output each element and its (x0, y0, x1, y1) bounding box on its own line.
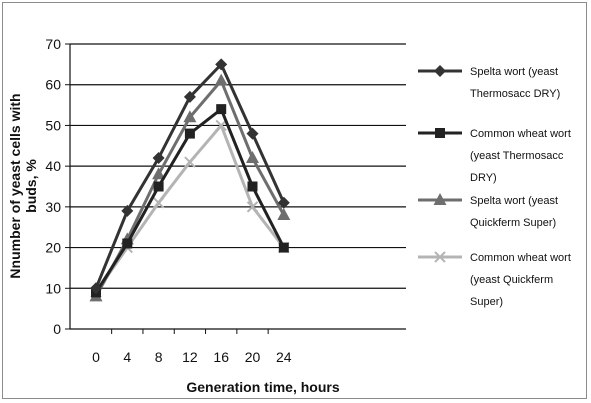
series-1-point-2 (152, 152, 165, 164)
chart-frame (2, 2, 587, 399)
y-tick-label-40: 40 (45, 158, 61, 174)
series-2-point-4 (216, 104, 227, 115)
y-tick-label-50: 50 (45, 117, 61, 133)
legend-label-4-line-3: Super) (470, 296, 503, 308)
legend-swatch-marker-1 (434, 65, 446, 77)
y-axis-title-line-1: Nnumber of yeast cells with (7, 93, 23, 278)
legend-label-4-line-1: Common wheat wort (470, 252, 571, 264)
y-axis-title-line-2: buds, % (23, 159, 39, 213)
series-1-point-0 (90, 282, 102, 295)
x-tick-label-8: 8 (155, 349, 163, 365)
series-4-point-2-stroke-b (152, 197, 165, 209)
legend-label-4-line-2: (yeast Quickferm (470, 274, 553, 286)
legend-entry-4: Common wheat wort (yeast Quickferm Super) (418, 251, 571, 308)
series-2-point-6 (278, 242, 289, 253)
series-4-point-4-stroke-b (215, 119, 227, 132)
y-tick-labels: 0 10 20 30 40 50 60 70 (45, 36, 61, 337)
series-3-point-4 (214, 73, 228, 86)
y-tick-label-10: 10 (45, 280, 61, 296)
y-tick-label-20: 20 (45, 240, 61, 256)
series-4-point-3-stroke-b (184, 156, 196, 168)
legend-swatch-marker-4 (434, 251, 446, 263)
x-tick-label-20: 20 (245, 349, 261, 365)
series-3-point-5 (246, 151, 259, 163)
legend-label-2-line-1: Common wheat wort (470, 128, 571, 140)
y-tick-label-70: 70 (45, 36, 61, 52)
series-2-point-2 (153, 181, 164, 192)
legend: Spelta wort (yeast Thermosacc DRY) Common … (418, 65, 571, 308)
series-4-point-2 (152, 197, 165, 209)
series-3-point-3 (183, 110, 197, 123)
legend-swatch-marker-3 (433, 193, 447, 205)
axes (65, 43, 406, 334)
legend-entry-3: Spelta wort (yeast Quickferm Super) (418, 193, 558, 229)
y-tick-label-30: 30 (45, 199, 61, 215)
legend-label-2-line-2: (yeast Thermosacc (470, 150, 564, 162)
series-1-point-5 (246, 127, 259, 140)
series-1 (90, 58, 290, 295)
legend-swatch-marker-2 (435, 128, 445, 138)
y-axis-title: Nnumber of yeast cells with buds, % (7, 93, 39, 278)
legend-entry-2: Common wheat wort (yeast Thermosacc DRY) (418, 128, 571, 184)
series-2-point-1 (122, 238, 133, 249)
series-3-point-6 (277, 208, 291, 220)
legend-entry-1: Spelta wort (yeast Thermosacc DRY) (418, 65, 560, 100)
legend-label-1-line-2: Thermosacc DRY) (470, 88, 560, 100)
legend-label-3-line-2: Quickferm Super) (470, 217, 556, 229)
legend-label-1-line-1: Spelta wort (yeast (470, 66, 558, 78)
x-tick-labels: 0 4 8 12 16 20 24 (92, 349, 292, 365)
series-4-point-4 (215, 119, 227, 132)
x-tick-label-16: 16 (213, 349, 229, 365)
y-tick-label-60: 60 (45, 77, 61, 93)
legend-label-2-line-3: DRY) (470, 172, 497, 184)
series-1-point-3 (183, 90, 196, 103)
x-tick-label-4: 4 (123, 349, 131, 365)
x-tick-label-12: 12 (182, 349, 198, 365)
series-1-point-4 (215, 58, 228, 71)
series-group (89, 58, 291, 302)
x-axis-title: Generation time, hours (186, 379, 339, 395)
legend-label-3-line-1: Spelta wort (yeast (470, 195, 558, 207)
legend-swatch-marker-4-stroke-b (434, 251, 446, 263)
series-4-point-5 (246, 201, 259, 213)
series-1-point-6 (277, 196, 290, 209)
x-tick-label-24: 24 (276, 349, 292, 365)
series-3-point-2 (152, 167, 166, 180)
series-3 (89, 73, 291, 302)
series-4-point-3 (184, 156, 196, 168)
y-tick-label-0: 0 (53, 321, 61, 337)
series-2-point-3 (184, 128, 195, 139)
x-tick-label-0: 0 (92, 349, 100, 365)
series-2 (91, 104, 289, 298)
series-4-point-5-stroke-b (246, 201, 259, 213)
series-2-point-5 (247, 181, 258, 192)
series-1-point-1 (121, 204, 134, 217)
